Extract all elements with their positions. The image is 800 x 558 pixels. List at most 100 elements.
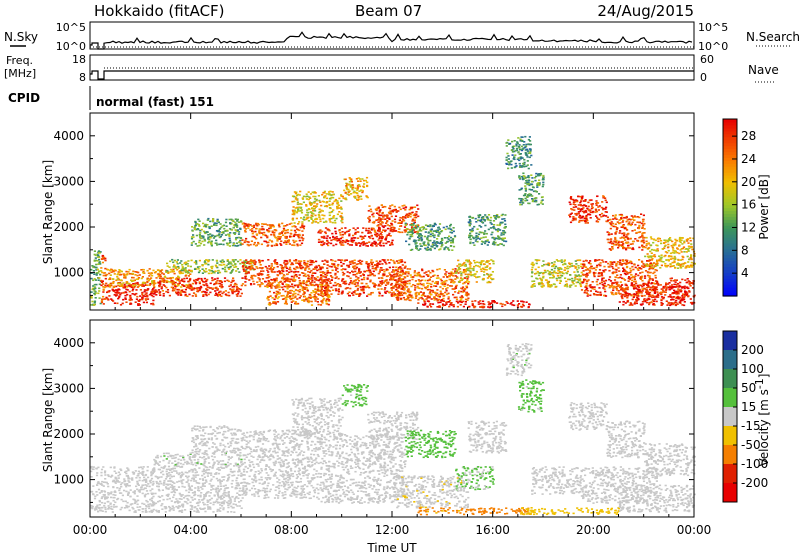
data-cell [586, 220, 588, 222]
data-cell [473, 260, 475, 262]
data-cell [391, 229, 393, 231]
data-cell [117, 273, 119, 275]
data-cell [169, 261, 171, 263]
data-cell [507, 155, 509, 157]
data-cell [391, 242, 393, 244]
data-cell [254, 242, 256, 244]
data-cell [104, 298, 106, 300]
data-cell [143, 285, 145, 287]
nave-tick-bottom: 0 [700, 71, 707, 84]
data-cell [146, 284, 148, 286]
data-cell [311, 301, 313, 303]
data-cell [370, 211, 372, 213]
data-cell [335, 233, 337, 235]
data-cell [232, 288, 234, 290]
data-cell [293, 276, 295, 278]
data-cell [198, 272, 200, 274]
data-cell [300, 295, 302, 297]
data-cell [457, 260, 459, 262]
data-cell [245, 238, 247, 240]
data-cell [367, 266, 369, 268]
data-cell [428, 240, 430, 242]
data-cell [379, 271, 381, 273]
data-cell [542, 184, 544, 186]
data-cell [95, 284, 97, 286]
data-cell [291, 201, 293, 203]
data-cell [288, 240, 290, 242]
data-cell [436, 245, 438, 247]
data-cell [230, 282, 232, 284]
data-cell [496, 302, 498, 304]
data-cell [309, 264, 311, 266]
data-cell [363, 241, 365, 243]
data-cell [510, 303, 512, 305]
data-cell [323, 290, 325, 292]
data-cell [252, 267, 254, 269]
data-cell [308, 208, 310, 210]
data-cell [317, 222, 319, 224]
data-cell [326, 201, 328, 203]
data-cell [303, 280, 305, 282]
data-cell [596, 204, 598, 206]
data-cell [329, 282, 331, 284]
data-cell [272, 302, 274, 304]
data-cell [327, 264, 329, 266]
data-cell [336, 268, 338, 270]
data-cell [327, 272, 329, 274]
data-cell [551, 266, 553, 268]
data-cell [324, 260, 326, 262]
data-cell [368, 221, 370, 223]
data-cell [204, 291, 206, 293]
data-cell [327, 241, 329, 243]
data-cell [572, 199, 574, 201]
data-cell [512, 154, 514, 156]
data-cell [287, 294, 289, 296]
data-cell [450, 279, 452, 281]
data-cell [357, 186, 359, 188]
data-cell [344, 198, 346, 200]
data-cell [361, 279, 363, 281]
data-cell [315, 292, 317, 294]
data-cell [286, 285, 288, 287]
data-cell [581, 196, 583, 198]
data-cell [513, 159, 515, 161]
data-cell [139, 295, 141, 297]
data-cell [436, 238, 438, 240]
data-cell [333, 285, 335, 287]
data-cell [176, 289, 178, 291]
data-cell [484, 214, 486, 216]
data-cell [391, 216, 393, 218]
data-cell [406, 275, 408, 277]
data-cell [513, 305, 515, 307]
data-cell [109, 286, 111, 288]
data-cell [143, 269, 145, 271]
data-cell [488, 242, 490, 244]
data-cell [406, 286, 408, 288]
data-cell [465, 274, 467, 276]
data-cell [235, 239, 237, 241]
data-cell [134, 274, 136, 276]
data-cell [129, 273, 131, 275]
data-cell [367, 275, 369, 277]
data-cell [400, 280, 402, 282]
data-cell [508, 162, 510, 164]
data-cell [350, 193, 352, 195]
data-cell [109, 270, 111, 272]
data-cell [389, 267, 391, 269]
data-cell [565, 281, 567, 283]
data-cell [101, 258, 103, 260]
data-cell [249, 268, 251, 270]
data-cell [516, 148, 518, 150]
data-cell [214, 278, 216, 280]
data-cell [443, 276, 445, 278]
data-cell [462, 283, 464, 285]
data-cell [262, 278, 264, 280]
data-cell [383, 245, 385, 247]
data-cell [192, 283, 194, 285]
data-cell [137, 286, 139, 288]
data-cell [411, 279, 413, 281]
data-cell [530, 174, 532, 176]
data-cell [423, 292, 425, 294]
data-cell [394, 279, 396, 281]
